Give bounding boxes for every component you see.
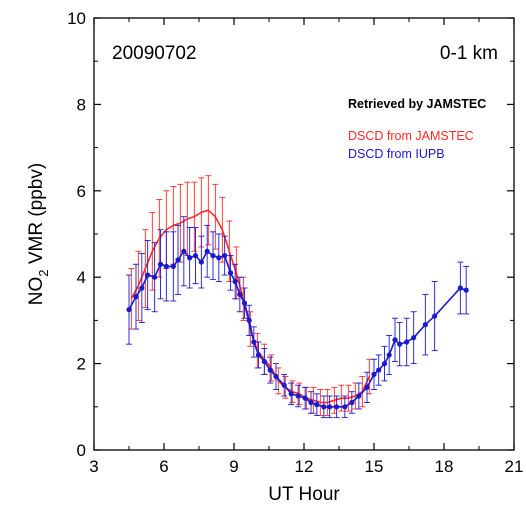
data-point: [386, 352, 392, 358]
y-axis-title-subscript: 2: [36, 269, 51, 276]
data-point: [321, 404, 327, 410]
x-tick-label-6: 21: [505, 457, 524, 476]
data-point: [181, 248, 187, 254]
data-point: [198, 259, 204, 265]
y-axis-title: NO2 VMR (ppbv): [26, 163, 51, 305]
data-point: [251, 339, 257, 345]
data-point: [216, 255, 222, 261]
data-point: [349, 399, 355, 406]
y-tick-label-2: 4: [77, 268, 86, 287]
data-point: [163, 263, 169, 269]
data-point: [397, 341, 403, 347]
x-axis-title: UT Hour: [268, 484, 340, 505]
data-point: [411, 335, 417, 341]
x-tick-label-0: 3: [89, 457, 98, 476]
data-point: [381, 361, 388, 367]
data-point: [334, 404, 340, 410]
series-1: [126, 216, 470, 419]
data-point: [126, 307, 132, 313]
x-tick-label-3: 12: [295, 457, 314, 476]
series-line-0: [130, 209, 371, 404]
data-point: [457, 285, 463, 291]
data-point: [133, 294, 139, 300]
y-axis-title-main: NO: [26, 277, 47, 306]
data-point: [152, 274, 158, 280]
data-point: [432, 313, 438, 319]
data-point: [364, 384, 370, 390]
data-point: [192, 253, 199, 259]
data-point: [170, 263, 176, 269]
data-point: [241, 300, 248, 306]
x-tick-label-1: 6: [159, 457, 168, 476]
legend-entry-iupb: DSCD from IUPB: [348, 147, 445, 161]
data-point: [187, 255, 193, 261]
data-point: [302, 395, 308, 401]
series-line-1: [128, 250, 467, 408]
axis-ticks: 3 6 9 12 15 18 21 0 2 4 6 8 10: [67, 9, 523, 476]
data-point: [255, 352, 262, 358]
data-point: [392, 337, 398, 343]
data-point: [222, 253, 228, 259]
data-point: [308, 399, 314, 406]
data-point: [281, 382, 287, 388]
y-tick-label-0: 0: [77, 441, 86, 460]
data-point: [139, 285, 145, 291]
data-point: [327, 404, 333, 410]
series-0: [128, 175, 373, 416]
data-point: [273, 373, 279, 380]
data-point: [314, 402, 320, 408]
data-point: [261, 358, 267, 365]
legend: DSCD from JAMSTEC DSCD from IUPB: [348, 129, 474, 161]
data-point: [227, 270, 234, 276]
x-tick-label-5: 18: [435, 457, 454, 476]
data-point: [463, 287, 469, 293]
data-point: [145, 272, 151, 278]
y-tick-label-1: 2: [77, 355, 86, 374]
y-axis-title-rest: VMR (ppbv): [26, 163, 47, 270]
data-point: [288, 391, 294, 397]
data-point: [404, 339, 410, 345]
data-point: [295, 393, 301, 399]
data-point: [237, 291, 243, 298]
data-point: [371, 371, 377, 377]
data-point: [175, 257, 181, 263]
data-point: [204, 248, 210, 254]
data-point: [157, 261, 164, 267]
data-point: [267, 367, 273, 373]
data-point: [422, 322, 428, 328]
series-layer: [126, 175, 470, 419]
x-tick-label-4: 15: [365, 457, 384, 476]
data-point: [342, 404, 348, 410]
data-point: [210, 253, 216, 259]
data-point: [246, 317, 252, 323]
layer-annotation: 0-1 km: [440, 43, 498, 64]
data-point: [376, 367, 382, 373]
plot-frame: [93, 17, 515, 451]
legend-entry-jamstec: DSCD from JAMSTEC: [348, 129, 474, 143]
y-tick-label-5: 10: [67, 9, 86, 28]
retrieved-annotation: Retrieved by JAMSTEC: [348, 97, 486, 111]
date-annotation: 20090702: [112, 43, 197, 64]
x-tick-label-2: 9: [229, 457, 238, 476]
data-point: [232, 278, 238, 285]
y-tick-label-4: 8: [77, 95, 86, 114]
y-tick-label-3: 6: [77, 182, 86, 201]
data-point: [356, 393, 362, 399]
